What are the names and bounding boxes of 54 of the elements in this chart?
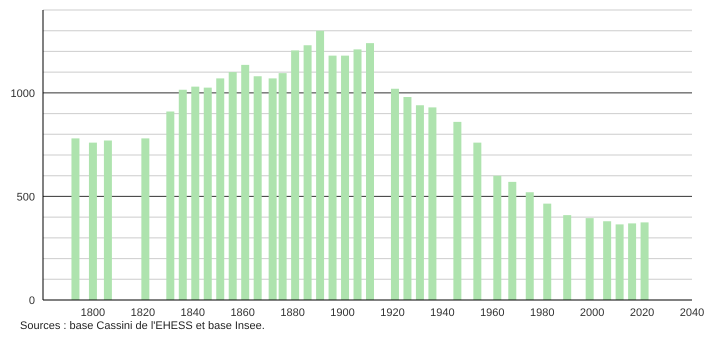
x-tick-label: 1840	[180, 306, 206, 319]
bar	[416, 105, 424, 300]
x-tick-label: 1860	[230, 306, 255, 319]
bar	[473, 142, 482, 300]
x-tick-label: 2000	[580, 306, 604, 319]
x-tick-label: 1900	[330, 306, 355, 319]
bar	[403, 97, 412, 300]
bar	[71, 138, 80, 300]
bar	[453, 122, 462, 300]
x-tick-label: 2020	[630, 306, 654, 319]
bar	[268, 78, 277, 300]
bar	[228, 72, 237, 300]
bar	[88, 142, 97, 300]
y-tick-label: 500	[16, 191, 35, 204]
bar	[254, 76, 262, 300]
x-tick-label: 1920	[380, 306, 405, 319]
x-tick-label: 1980	[530, 306, 554, 319]
bar	[493, 176, 502, 300]
y-tick-label: 1000	[10, 88, 35, 100]
bar	[390, 88, 399, 300]
bar	[241, 64, 250, 300]
bar	[508, 182, 516, 300]
x-tick-label: 1820	[130, 306, 156, 319]
bar	[304, 45, 312, 300]
x-tick-label: 1940	[430, 306, 455, 319]
bar	[366, 43, 374, 300]
bar	[166, 112, 174, 300]
bar	[603, 221, 612, 300]
bar	[328, 56, 337, 300]
bar	[191, 86, 200, 300]
x-tick-label: 1960	[480, 306, 505, 319]
bar	[586, 218, 594, 300]
x-tick-label: 2040	[680, 306, 704, 319]
bar	[216, 78, 224, 300]
bar	[354, 49, 362, 300]
bar	[640, 222, 649, 300]
bar	[291, 50, 300, 300]
bar	[316, 30, 324, 300]
bar	[178, 90, 187, 300]
bar	[526, 192, 534, 300]
source-note: Sources : base Cassini de l'EHESS et base Insee.	[20, 320, 265, 332]
bar	[616, 224, 624, 300]
bar	[104, 140, 112, 300]
bar	[278, 73, 287, 300]
bar	[543, 204, 552, 300]
bar	[563, 215, 572, 300]
bar	[141, 138, 150, 300]
y-tick-label: 0	[28, 294, 35, 307]
bar	[628, 223, 636, 300]
x-tick-label: 1880	[280, 306, 305, 319]
x-tick-label: 1800	[80, 306, 106, 319]
bar	[428, 107, 436, 300]
bar	[204, 88, 212, 300]
bar	[341, 56, 350, 300]
